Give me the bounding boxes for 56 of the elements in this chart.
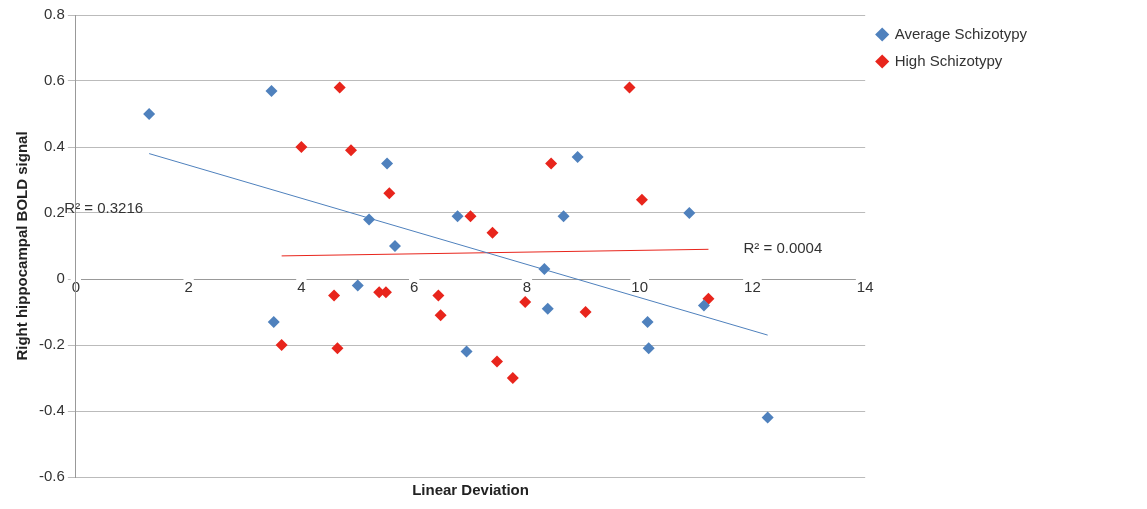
point: [641, 315, 654, 328]
x-tick-label: 10: [631, 278, 649, 296]
point: [571, 150, 584, 163]
point: [761, 411, 774, 424]
point: [363, 213, 376, 226]
x-axis-title: Linear Deviation: [412, 480, 529, 498]
point: [265, 84, 278, 97]
point: [557, 210, 570, 223]
point: [506, 372, 519, 384]
x-tick-label: 8: [522, 278, 532, 296]
point: [491, 355, 504, 368]
point: [464, 210, 477, 223]
point: [451, 210, 464, 223]
point: [331, 342, 344, 355]
legend-label: Average Schizotypy: [894, 24, 1028, 42]
point: [381, 157, 394, 170]
point: [545, 157, 558, 170]
point: [460, 345, 473, 358]
point: [333, 81, 346, 94]
point: [697, 299, 710, 312]
point: [579, 306, 592, 318]
y-tick-label: -0.4: [38, 401, 65, 419]
point: [683, 207, 696, 219]
y-tick-label: 0.8: [43, 5, 65, 23]
point: [642, 342, 655, 355]
y-axis-title: Right hippocampal BOLD signal: [13, 131, 31, 361]
point: [351, 279, 364, 292]
y-tick-label: 0.4: [43, 137, 65, 155]
point: [623, 81, 636, 94]
x-tick-label: 14: [856, 278, 874, 296]
x-tick-label: 2: [184, 278, 193, 296]
point: [486, 226, 499, 239]
point: [519, 296, 532, 309]
annotation: R² = 0.3216: [64, 198, 144, 216]
point: [295, 141, 308, 153]
point: [275, 339, 288, 351]
point: [434, 309, 447, 322]
x-tick-label: 6: [409, 278, 419, 296]
point: [328, 289, 341, 302]
y-tick-label: 0.2: [43, 203, 65, 221]
point: [538, 263, 551, 276]
legend-label: High Schizotypy: [894, 51, 1003, 69]
y-tick-label: -0.6: [38, 467, 65, 485]
point: [267, 315, 280, 328]
annotation: R² = 0.0004: [743, 239, 823, 257]
point: [541, 302, 554, 315]
y-tick-label: -0.2: [38, 335, 65, 353]
x-tick-label: 12: [744, 278, 761, 296]
point: [143, 108, 156, 120]
point: [388, 240, 401, 252]
point: [383, 187, 396, 200]
point: [432, 289, 445, 302]
x-tick-label: 4: [297, 278, 306, 296]
point: [344, 144, 357, 157]
y-tick-label: 0.6: [43, 71, 65, 89]
point: [635, 193, 648, 206]
